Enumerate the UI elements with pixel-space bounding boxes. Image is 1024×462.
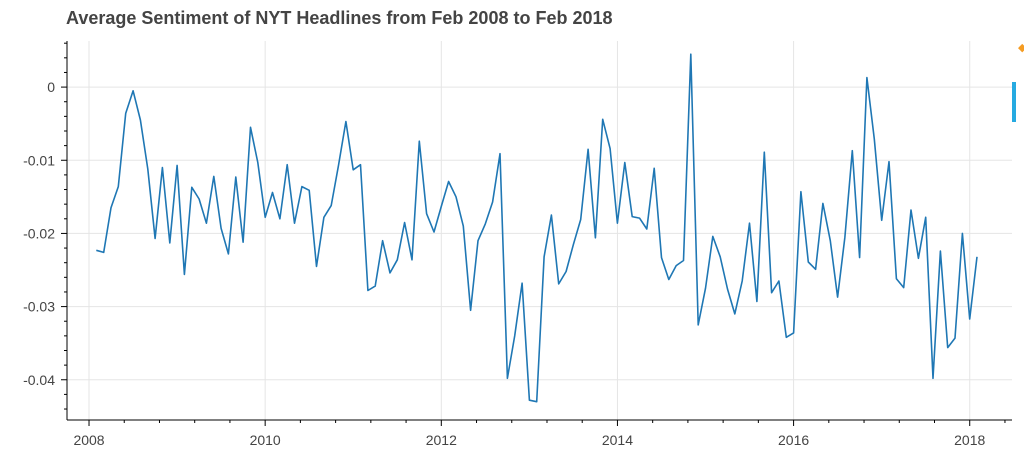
bokeh-logo-icon: ◆ bbox=[1018, 42, 1024, 54]
series-line bbox=[96, 53, 978, 403]
grid bbox=[67, 41, 1012, 420]
chart-title: Average Sentiment of NYT Headlines from … bbox=[66, 8, 613, 28]
chart-toolbar: ◆ bbox=[1012, 42, 1024, 132]
y-tick-label: -0.04 bbox=[23, 372, 55, 388]
y-tick-label: 0 bbox=[47, 79, 55, 95]
x-tick-label: 2014 bbox=[602, 432, 633, 448]
y-tick-label: -0.02 bbox=[23, 225, 55, 241]
series bbox=[96, 53, 978, 403]
tick-labels: 0 -0.01 -0.02 -0.03 -0.04 2008 2010 2012 2014 201… bbox=[23, 79, 985, 448]
active-tool-indicator[interactable] bbox=[1012, 82, 1016, 122]
y-tick-label: -0.01 bbox=[23, 152, 55, 168]
axes bbox=[61, 41, 1012, 426]
y-tick-label: -0.03 bbox=[23, 299, 55, 315]
x-tick-label: 2012 bbox=[426, 432, 457, 448]
x-tick-label: 2008 bbox=[73, 432, 104, 448]
x-tick-label: 2010 bbox=[250, 432, 281, 448]
x-tick-label: 2018 bbox=[954, 432, 985, 448]
x-tick-label: 2016 bbox=[778, 432, 809, 448]
